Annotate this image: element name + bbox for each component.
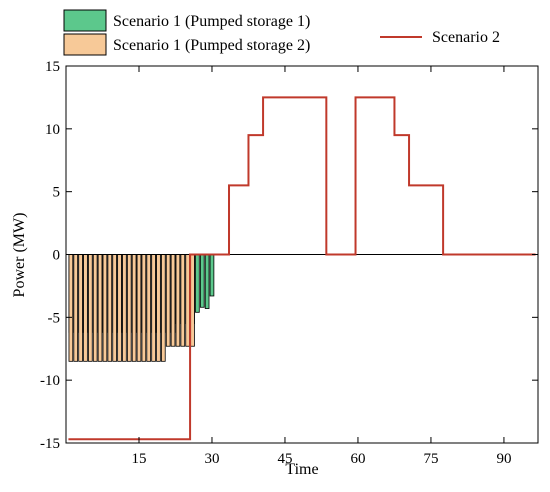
bar-s1-4 — [83, 254, 88, 362]
y-tick-label: -5 — [48, 310, 61, 326]
legend-label-series-2: Scenario 2 — [432, 29, 500, 46]
y-tick-label: 0 — [53, 248, 61, 264]
bar-s1-16 — [141, 254, 147, 362]
bar-s1-5 — [88, 254, 93, 362]
legend-swatch-series-0 — [63, 9, 107, 32]
y-tick-label: -10 — [40, 373, 60, 389]
bar-s0-29 — [204, 254, 210, 309]
x-axis: 15 30 45 60 75 90 — [131, 66, 511, 467]
legend-label-series-0: Scenario 1 (Pumped storage 1) — [113, 13, 310, 30]
bar-s1-9 — [107, 254, 113, 362]
bar-s1-19 — [156, 254, 161, 362]
bar-s1-20 — [161, 254, 166, 362]
legend-label-series-1: Scenario 1 (Pumped storage 2) — [113, 37, 310, 54]
bar-s1-23 — [175, 254, 181, 347]
bar-s1-7 — [97, 254, 103, 362]
bar-s1-18 — [151, 254, 156, 362]
bar-s1-15 — [136, 254, 142, 362]
legend: Scenario 1 (Pumped storage 1) Scenario 1… — [63, 9, 500, 56]
bar-s1-17 — [146, 254, 152, 362]
y-tick-label: 15 — [45, 59, 60, 75]
bar-s1-3 — [78, 254, 83, 362]
legend-entry-series-2: Scenario 2 — [380, 29, 500, 46]
x-axis-title: Time — [285, 461, 318, 478]
bar-s1-12 — [122, 254, 127, 362]
x-tick-label: 60 — [350, 451, 365, 467]
bar-s1-11 — [117, 254, 122, 362]
bar-s1-13 — [126, 254, 132, 362]
bar-s1-14 — [131, 254, 137, 362]
x-tick-label: 30 — [204, 451, 219, 467]
bar-s1-25 — [185, 254, 190, 347]
y-axis: -15 -10 -5 0 5 10 15 — [40, 59, 538, 452]
bar-s1-1 — [68, 254, 74, 362]
line-series-2 — [68, 96, 536, 441]
y-tick-label: -15 — [40, 436, 60, 452]
x-tick-label: 75 — [423, 451, 438, 467]
bar-s0-27 — [195, 254, 200, 313]
bar-s1-22 — [170, 254, 176, 347]
legend-entry-series-0: Scenario 1 (Pumped storage 1) — [63, 9, 310, 32]
bar-series-1 — [68, 254, 195, 362]
bar-s1-24 — [180, 254, 186, 347]
y-tick-label: 10 — [45, 122, 60, 138]
bar-s1-8 — [102, 254, 108, 362]
y-axis-title: Power (MW) — [11, 213, 28, 298]
bar-s1-6 — [92, 254, 98, 362]
bar-s1-2 — [73, 254, 79, 362]
legend-swatch-series-1 — [63, 33, 107, 56]
bar-s0-30 — [209, 254, 215, 297]
y-tick-label: 5 — [53, 185, 61, 201]
bar-s1-21 — [165, 254, 171, 347]
x-tick-label: 90 — [496, 451, 511, 467]
bar-s0-28 — [199, 254, 205, 308]
x-tick-label: 45 — [277, 451, 292, 467]
bar-s1-10 — [112, 254, 117, 362]
bar-s1-26 — [190, 254, 195, 347]
legend-entry-series-1: Scenario 1 (Pumped storage 2) — [63, 33, 310, 56]
x-tick-label: 15 — [131, 451, 146, 467]
